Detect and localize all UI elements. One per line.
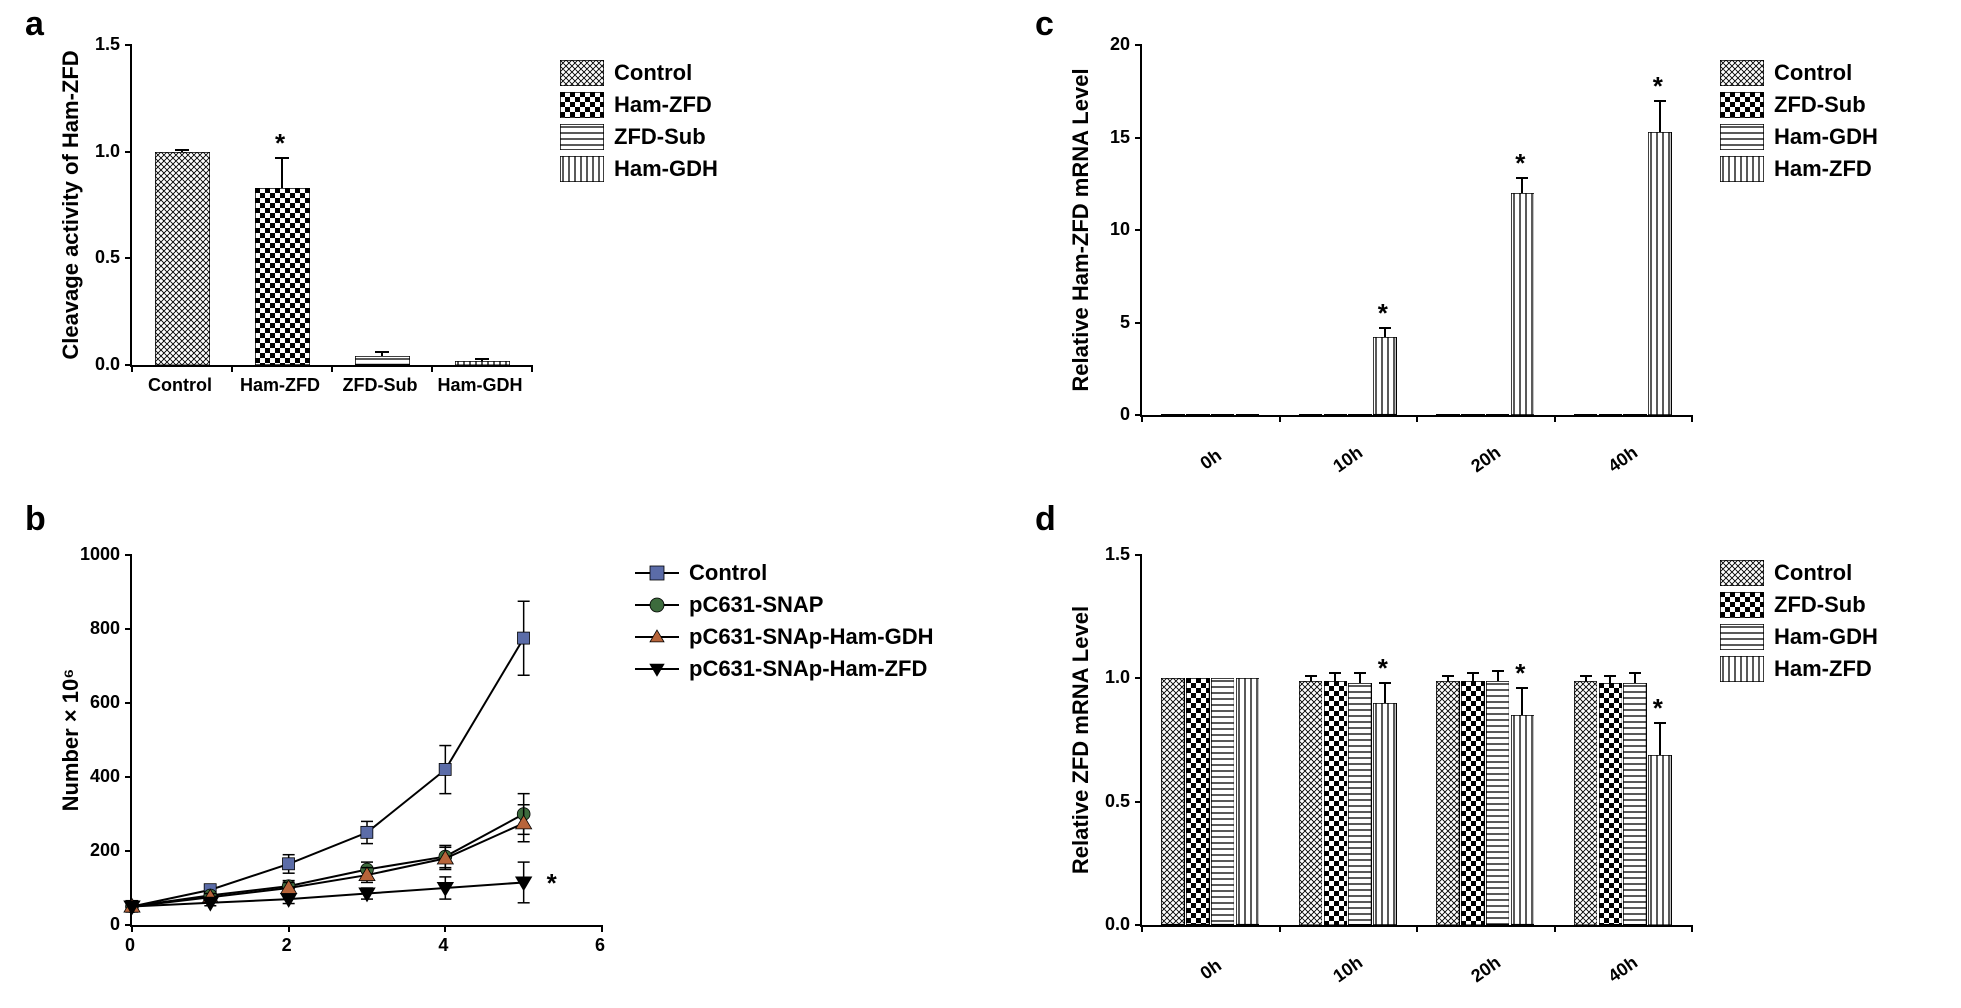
significance-star: *: [275, 128, 285, 159]
significance-star: *: [1653, 71, 1663, 102]
x-tick-label: 20h: [1467, 952, 1504, 987]
legend-label: Control: [689, 560, 767, 586]
x-tick-label: 0h: [1196, 445, 1225, 474]
significance-star: *: [547, 868, 557, 899]
y-axis-label: Relative Ham-ZFD mRNA Level: [1068, 45, 1094, 415]
legend-label: Control: [1774, 560, 1852, 586]
y-axis-label: Cleavage activity of Ham-ZFD: [58, 45, 84, 365]
legend-label: ZFD-Sub: [614, 124, 706, 150]
legend-d: Control ZFD-Sub Ham-GDH Ham-ZFD: [1720, 560, 1878, 688]
x-tick-label: 4: [438, 935, 448, 956]
y-axis-label: Relative ZFD mRNA Level: [1068, 555, 1094, 925]
legend-label: Ham-ZFD: [614, 92, 712, 118]
legend-label: Control: [614, 60, 692, 86]
significance-star: *: [1653, 693, 1663, 724]
panel-label-a: a: [25, 5, 44, 44]
panel-label-d: d: [1035, 500, 1056, 539]
x-tick-label: Ham-ZFD: [240, 375, 320, 396]
panel-label-c: c: [1035, 5, 1054, 44]
x-tick-label: Ham-GDH: [437, 375, 522, 396]
x-tick-label: 0: [125, 935, 135, 956]
significance-star: *: [1378, 298, 1388, 329]
y-axis-label: Number × 10⁶: [58, 555, 84, 925]
significance-star: *: [1378, 653, 1388, 684]
legend-label: Ham-ZFD: [1774, 156, 1872, 182]
legend-label: Ham-GDH: [1774, 124, 1878, 150]
legend-label: pC631-SNAp-Ham-ZFD: [689, 656, 927, 682]
legend-b: Control pC631-SNAP pC631-SNAp-Ham-GDH pC631…: [635, 560, 933, 688]
legend-label: Control: [1774, 60, 1852, 86]
legend-label: pC631-SNAp-Ham-GDH: [689, 624, 933, 650]
significance-star: *: [1515, 658, 1525, 689]
x-tick-label: Control: [148, 375, 212, 396]
x-tick-label: 10h: [1330, 442, 1367, 477]
x-tick-label: 40h: [1605, 952, 1642, 987]
legend-label: pC631-SNAP: [689, 592, 823, 618]
x-tick-label: 20h: [1467, 442, 1504, 477]
legend-label: Ham-GDH: [614, 156, 718, 182]
x-tick-label: 0h: [1196, 955, 1225, 984]
x-tick-label: 40h: [1605, 442, 1642, 477]
legend-label: ZFD-Sub: [1774, 92, 1866, 118]
x-tick-label: 2: [282, 935, 292, 956]
x-tick-label: 10h: [1330, 952, 1367, 987]
significance-star: *: [1515, 148, 1525, 179]
x-tick-label: 6: [595, 935, 605, 956]
legend-a: Control Ham-ZFD ZFD-Sub Ham-GDH: [560, 60, 718, 188]
panel-label-b: b: [25, 500, 46, 539]
legend-label: Ham-ZFD: [1774, 656, 1872, 682]
x-tick-label: ZFD-Sub: [343, 375, 418, 396]
legend-c: Control ZFD-Sub Ham-GDH Ham-ZFD: [1720, 60, 1878, 188]
legend-label: ZFD-Sub: [1774, 592, 1866, 618]
legend-label: Ham-GDH: [1774, 624, 1878, 650]
